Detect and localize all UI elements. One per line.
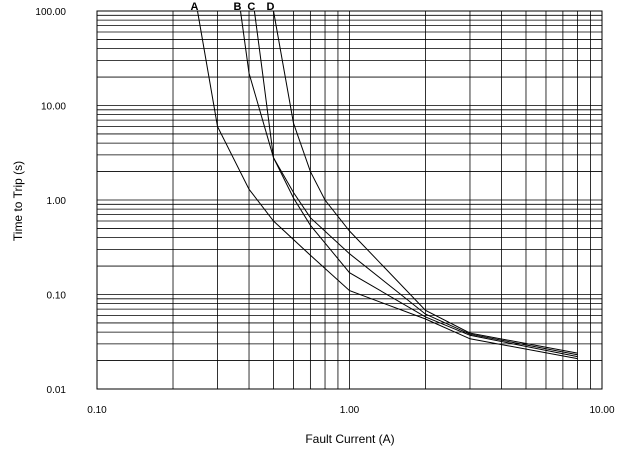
x-axis-title: Fault Current (A) <box>305 432 394 446</box>
curve-c <box>253 10 578 356</box>
x-tick-label: 1.00 <box>340 405 360 416</box>
curve-d <box>273 10 578 354</box>
curve-b <box>240 10 578 358</box>
curve-label-b: B <box>233 1 241 13</box>
curve-a <box>197 10 578 360</box>
x-tick-label: 0.10 <box>87 405 107 416</box>
y-tick-label: 0.01 <box>47 385 67 396</box>
x-tick-labels: 0.10 1.00 10.00 <box>87 405 615 416</box>
y-tick-label: 0.10 <box>47 291 67 302</box>
y-tick-label: 1.00 <box>47 196 67 207</box>
plot-frame <box>96 10 603 390</box>
y-tick-label: 100.00 <box>35 7 66 18</box>
grid <box>97 11 602 389</box>
y-tick-labels: 100.00 10.00 1.00 0.10 0.01 <box>35 7 66 396</box>
y-axis-title: Time to Trip (s) <box>11 161 25 241</box>
y-tick-label: 10.00 <box>41 102 66 113</box>
curve-label-c: C <box>247 1 255 13</box>
curve-label-d: D <box>267 1 275 13</box>
x-tick-label: 10.00 <box>589 405 614 416</box>
curves <box>197 10 578 360</box>
curve-label-a: A <box>191 1 199 13</box>
